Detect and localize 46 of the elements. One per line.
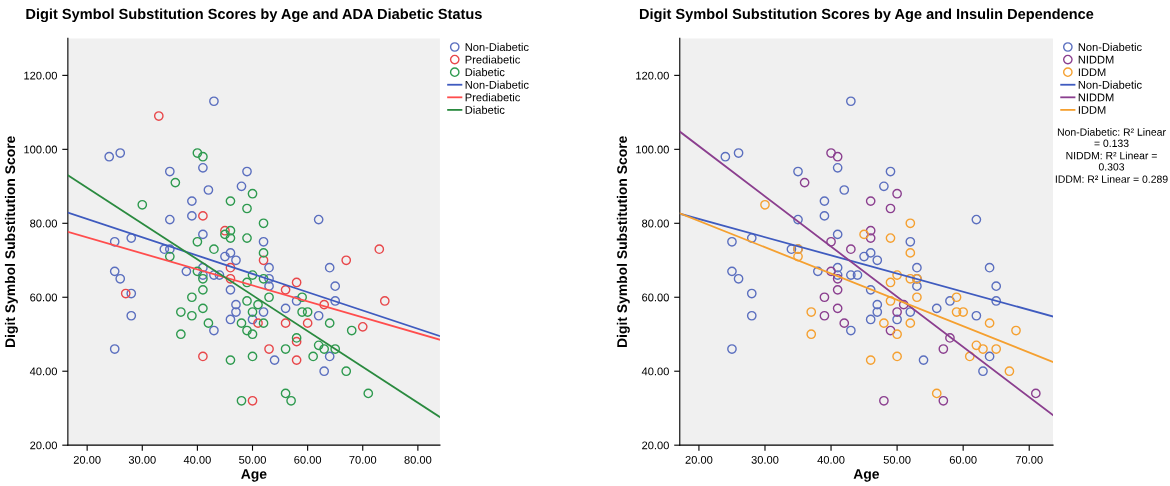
y-tick-label: 100.00: [636, 145, 669, 154]
x-tick-label: 40.00: [183, 455, 211, 464]
legend-label: Non-Diabetic: [465, 42, 529, 51]
x-tick-label: 30.00: [128, 455, 156, 464]
x-tick-label: 30.00: [751, 455, 779, 464]
y-tick-label: 80.00: [30, 219, 58, 228]
legend-label: NIDDM: [1078, 93, 1114, 102]
legend-label: Diabetic: [465, 105, 505, 114]
legend-label: Non-Diabetic: [1078, 80, 1142, 89]
legend-label: Diabetic: [465, 68, 505, 77]
x-tick-label: 60.00: [294, 455, 322, 464]
x-tick-label: 20.00: [73, 455, 101, 464]
x-tick-label: 20.00: [685, 455, 713, 464]
y-tick-label: 100.00: [24, 145, 58, 154]
y-tick-label: 40.00: [641, 367, 669, 376]
x-tick-label: 50.00: [883, 455, 911, 464]
chart-title: Digit Symbol Substitution Scores by Age and Insulin Dependence: [639, 8, 1094, 23]
x-tick-label: 80.00: [404, 455, 432, 464]
y-tick-label: 40.00: [29, 367, 58, 376]
legend-label: Non-Diabetic: [1078, 42, 1142, 51]
y-tick-label: 60.00: [642, 293, 669, 302]
chart-title: Digit Symbol Substitution Scores by Age and ADA Diabetic Status: [26, 8, 482, 23]
x-tick-label: 70.00: [349, 455, 377, 464]
x-tick-label: 40.00: [817, 455, 845, 464]
text: Non-Diabetic: R² Linear = 0.133: [1057, 128, 1166, 147]
legend-label: IDDM: [1078, 68, 1106, 77]
y-tick-label: 120.00: [24, 71, 58, 80]
y-tick-label: 20.00: [642, 441, 669, 450]
x-axis-title: Age: [853, 469, 880, 482]
y-tick-label: 120.00: [636, 71, 669, 80]
legend-label: IDDM: [1078, 106, 1106, 114]
x-tick-label: 70.00: [1015, 455, 1043, 464]
legend-label: Prediabetic: [465, 93, 521, 102]
text: NIDDM: R² Linear = 0.303: [1066, 151, 1157, 171]
y-axis-title: Digit Symbol Substitution Score: [616, 136, 630, 347]
legend-label: Prediabetic: [465, 55, 521, 64]
legend-label: NIDDM: [1078, 55, 1114, 64]
x-axis-title: Age: [241, 469, 267, 482]
x-tick-label: 50.00: [239, 455, 266, 464]
y-tick-label: 80.00: [642, 219, 669, 228]
legend-label: Non-Diabetic: [465, 80, 529, 89]
x-tick-label: 60.00: [949, 455, 977, 464]
text: IDDM: R² Linear = 0.289: [1055, 175, 1168, 183]
y-axis-title: Digit Symbol Substitution Score: [4, 136, 18, 347]
y-tick-label: 20.00: [30, 441, 58, 450]
y-tick-label: 60.00: [30, 293, 58, 302]
